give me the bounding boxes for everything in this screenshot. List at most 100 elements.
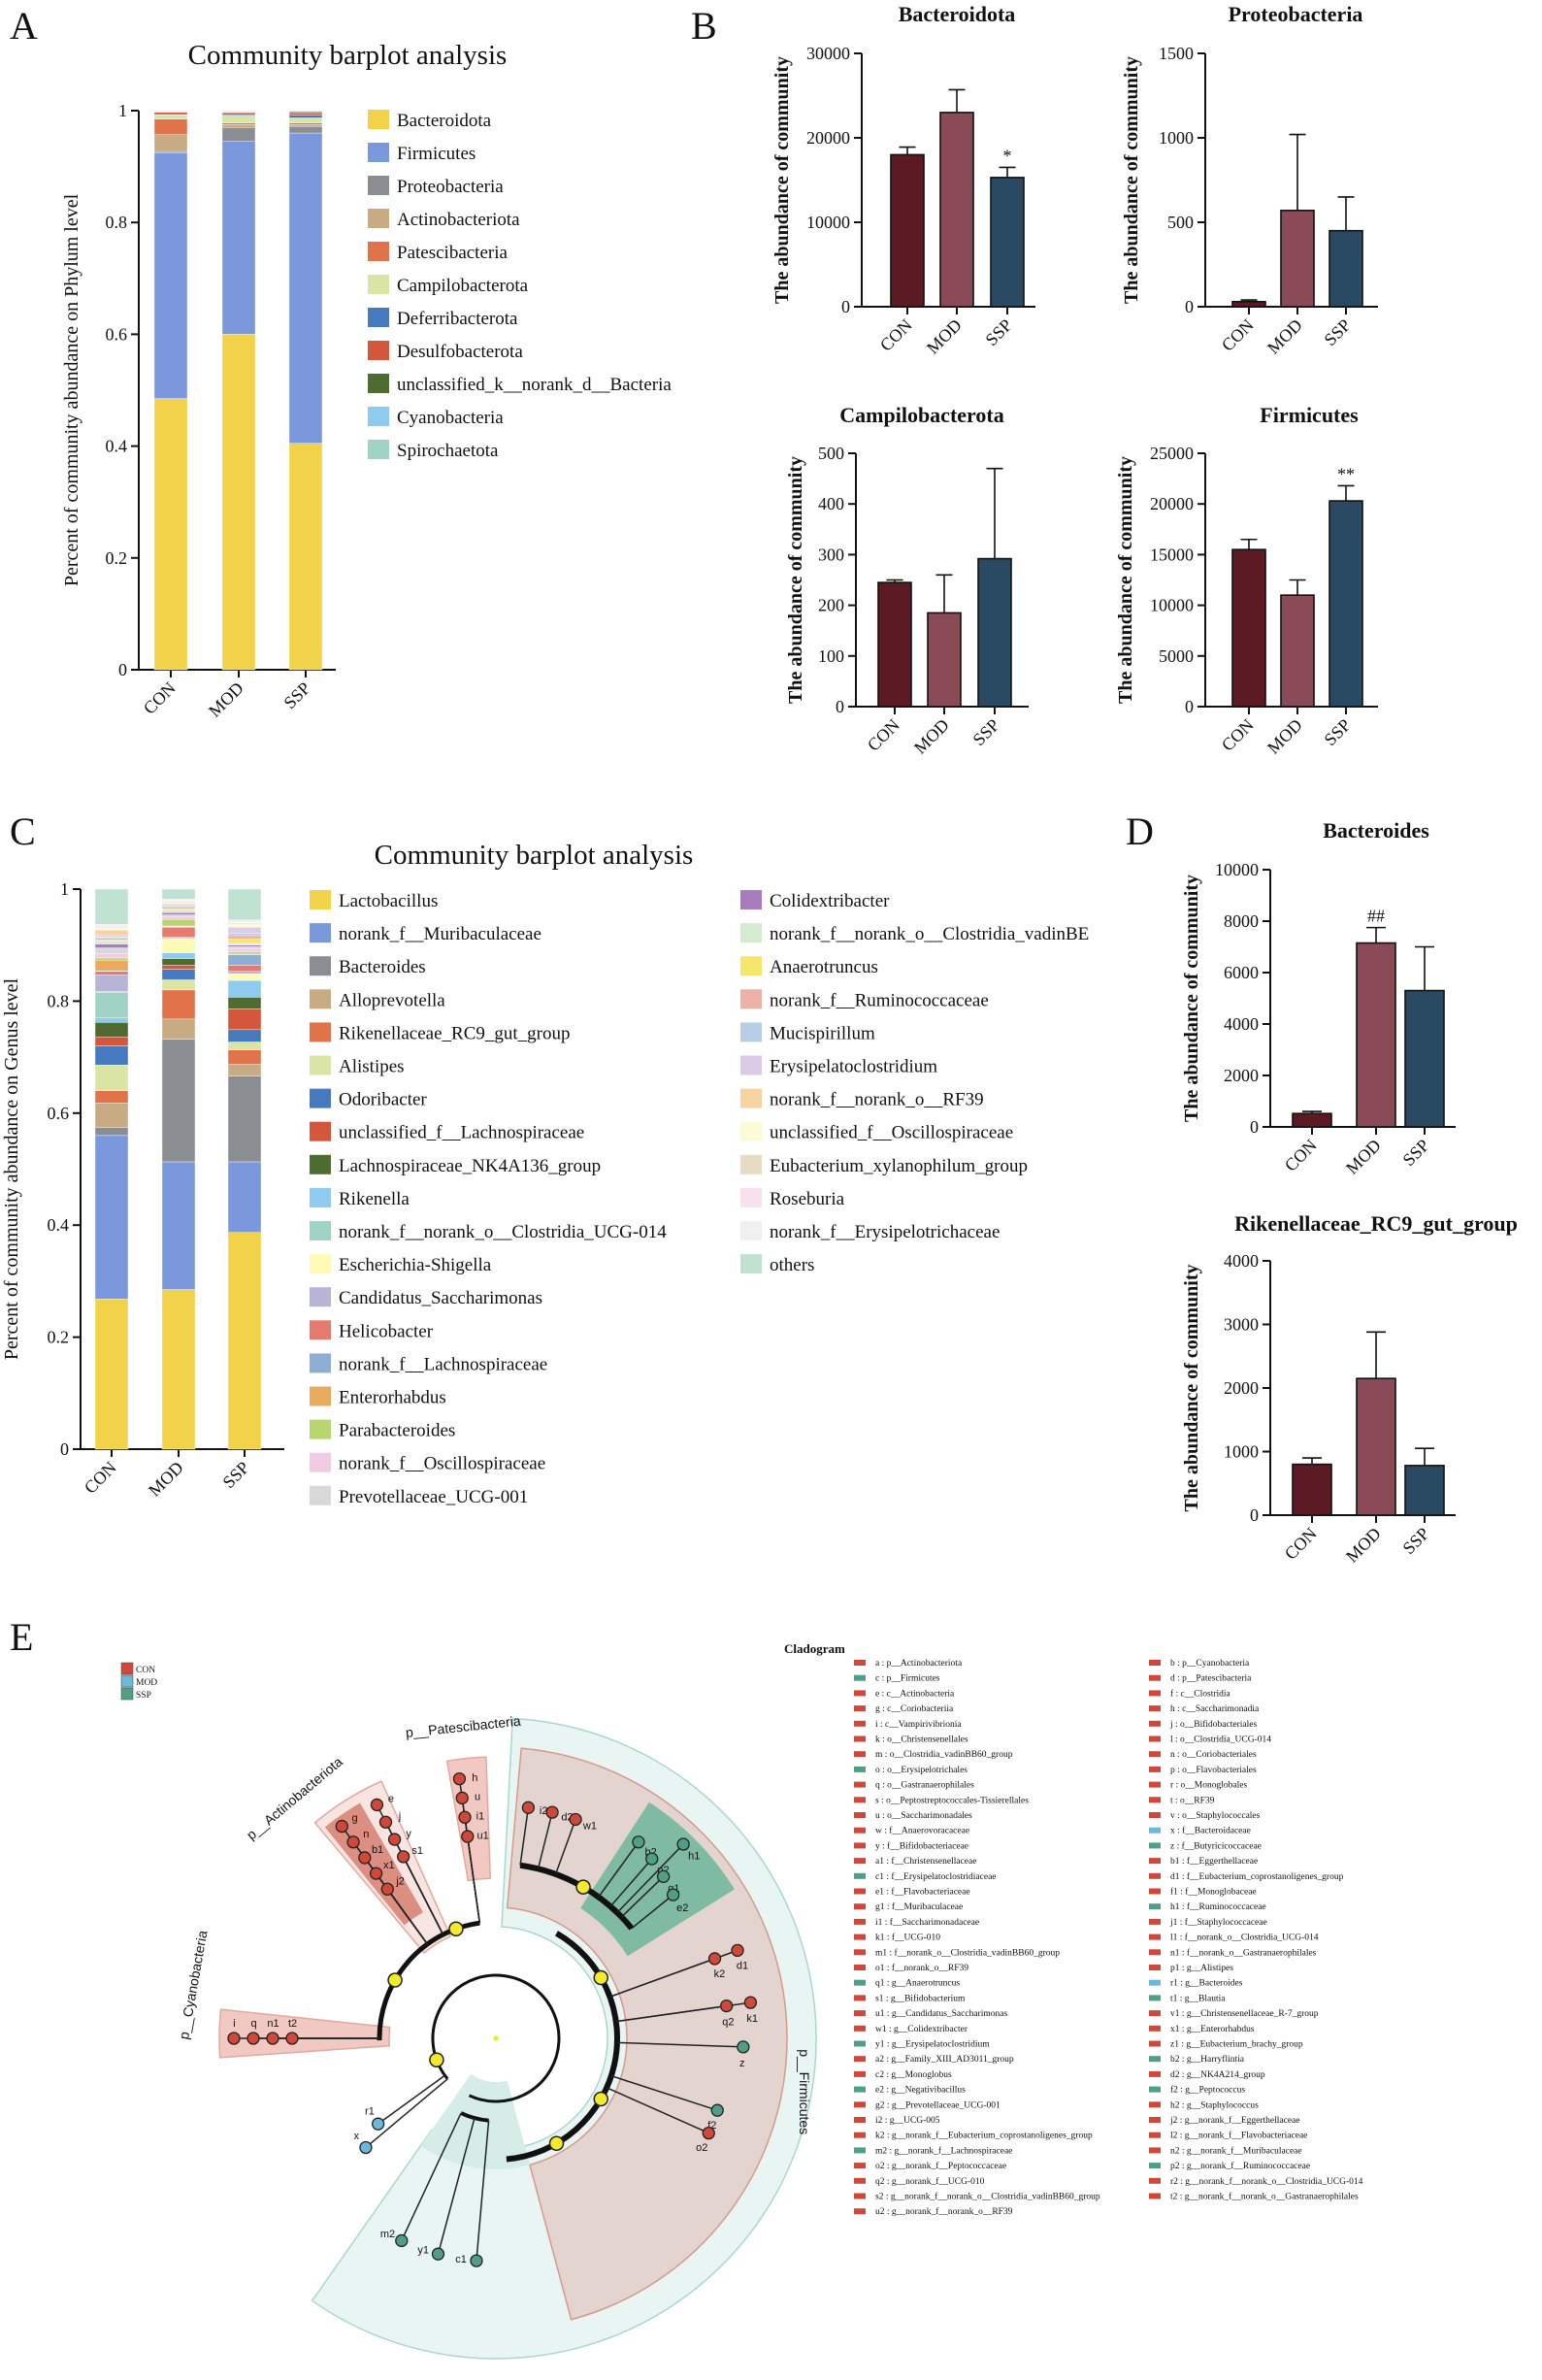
bar-segment [227,935,262,940]
clade-legend-label: f : c__Clostridia [1170,1688,1231,1699]
branch [537,1811,553,1869]
bar-segment [227,1049,262,1065]
bar-ssp [1404,989,1445,1128]
clade-legend-swatch [1149,2070,1161,2077]
bar-chart-bacteroidota: Bacteroidota 0 10000 20000 30000 CON MOD SSP The… [771,2,1035,358]
clade-label: r1 [365,2106,375,2118]
clade-node-con [266,2032,279,2045]
clade-legend-swatch [854,1979,866,1986]
bar-segment [227,927,262,934]
x-tick-label: SSP [218,1458,252,1492]
legend-swatch [368,275,389,294]
bar-segment [153,112,188,116]
bar-segment [227,1041,262,1050]
clade-legend-label: f2 : g__Peptococcus [1170,2085,1245,2096]
y-tick-label: 1500 [1159,44,1194,63]
actinobacteria-subsector [324,1802,423,1926]
bar-segment [94,953,129,959]
y-tick-label: 0 [841,297,850,316]
y-tick-label: 200 [818,596,844,615]
legend-swatch [368,308,389,327]
bar-mod [939,112,974,308]
clade-label: i2 [540,1805,548,1817]
legend-label: others [770,1255,814,1275]
clade-legend-label: d1 : f__Eubacterium_coprostanoligenes_gr… [1170,1871,1344,1882]
clade-node-ssp [666,1888,680,1901]
panel-label-b: B [691,4,717,48]
y-tick-label: 0.8 [106,213,128,232]
legend-label: Alloprevotella [339,990,445,1010]
y-tick-label: 0 [1250,1505,1259,1525]
y-tick-label: 4000 [1224,1014,1259,1034]
branch [467,1835,481,1924]
bar-segment [94,947,129,954]
clade-legend-label: i : c__Vampirivibrionia [875,1720,962,1730]
clade-legend-swatch [1149,2147,1161,2154]
y-axis-title: Percent of community abundance on Genus … [1,977,22,1360]
clade-legend-swatch [854,1797,866,1803]
clade-legend-label: r1 : g__Bacteroides [1170,1979,1243,1989]
legend-label: Eubacterium_xylanophilum_group [770,1156,1028,1176]
legend-label: Firmicutes [397,144,476,164]
y-tick-label: 100 [818,646,844,666]
bar-segment [161,1161,196,1290]
branch [598,1841,640,1898]
y-tick-label: 500 [818,444,844,463]
bar-segment [94,924,129,927]
bar-segment [161,914,196,917]
clade-label: u1 [477,1830,489,1841]
bar-segment [94,943,129,948]
clade-legend-label: p : o__Flavobacteriales [1170,1766,1257,1775]
y-tick-label: 500 [1167,213,1194,232]
chart-title: Firmicutes [1260,403,1359,427]
y-axis-title: The abundance of community [771,56,793,304]
clade-legend-label: m1 : f__norank_o__Clostridia_vadinBB60_g… [875,1947,1060,1958]
bar-segment [227,944,262,947]
clade-legend-swatch [854,2177,866,2184]
bar-chart-firmicutes: Firmicutes 0 5000 10000 15000 20000 25000 CON MO… [1115,403,1378,758]
clade-legend-swatch [854,2163,866,2169]
bar-segment [221,141,256,335]
clade-label: k2 [714,1968,726,1980]
y-tick-label: 4000 [1224,1251,1259,1271]
y-tick-label: 3000 [1224,1315,1259,1335]
legend-swatch [310,956,331,976]
bar-segment [161,969,196,980]
firmicutes-ssp-sector [420,2073,530,2169]
clade-legend-swatch [854,2208,866,2215]
clade-node-con [378,1815,393,1829]
bar-chart-bacteroides: Bacteroides 0 2000 4000 6000 8000 10000 CON MOD S… [1181,818,1456,1178]
bar-segment [161,908,196,911]
clade-node-con [285,2032,299,2045]
branch [610,2074,718,2111]
clade-label: f2 [707,2120,716,2132]
clade-legend-label: a1 : f__Christensenellaceae [875,1856,976,1867]
bar-segment [221,115,256,123]
legend-label: Proteobacteria [397,177,504,197]
clade-legend-label: t : o__RF39 [1170,1796,1215,1805]
clade-legend-swatch [854,2025,866,2032]
x-tick-label: MOD [910,715,953,758]
clade-legend-label: w : f__Anaerovoracaceae [875,1826,969,1836]
clade-legend-label: z1 : g__Eubacterium_brachy_group [1170,2040,1303,2050]
clade-legend-label: l : o__Clostridia_UCG-014 [1170,1735,1271,1745]
clade-node-con [380,1882,394,1896]
panel-label-d: D [1126,810,1154,853]
y-tick-label: 0.2 [106,548,128,568]
x-tick-label: SSP [279,678,313,712]
significance-mark: ## [1367,907,1385,926]
y-tick-label: 5000 [1159,646,1194,666]
legend-label: Candidatus_Saccharimonas [339,1288,542,1308]
clade-legend-swatch [1149,1797,1161,1803]
legend-swatch [740,956,762,976]
branch [616,1843,684,1914]
bar-segment [288,125,323,134]
clade-legend-swatch [1149,1842,1161,1849]
clade-legend-swatch [854,2193,866,2199]
clade-legend-swatch [854,1888,866,1895]
x-tick-label: CON [1218,715,1258,755]
clade-legend-label: p1 : g__Alistipes [1170,1964,1233,1973]
bar-con [1292,1112,1332,1128]
bar-segment [94,1127,129,1137]
y-tick-label: 0 [1185,297,1194,316]
